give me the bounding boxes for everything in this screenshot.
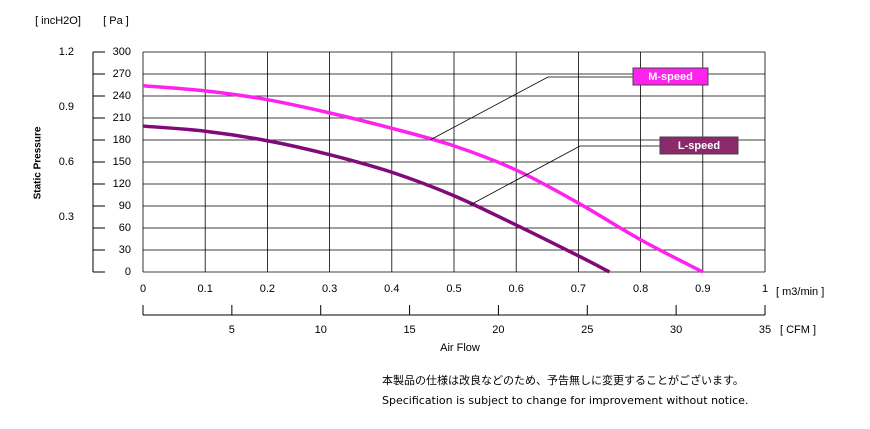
- legend-label: M-speed: [648, 71, 693, 83]
- x-tick-label: 0.2: [260, 283, 275, 295]
- legend-box: [659, 136, 739, 155]
- y-tick-label: 270: [113, 68, 131, 80]
- y-tick-label: 180: [113, 134, 131, 146]
- y2-tick-label: 1.2: [59, 46, 74, 58]
- x-tick-label: 0.9: [695, 283, 710, 295]
- series-line: [142, 124, 611, 274]
- y2-tick-label: 0.6: [59, 156, 74, 168]
- y-tick-label: 300: [113, 46, 131, 58]
- y-unit-label: [ Pa ]: [103, 15, 129, 27]
- x-tick-label: 0.1: [198, 283, 213, 295]
- x-tick-label: 0.7: [571, 283, 586, 295]
- leader-line: [429, 76, 633, 141]
- y-tick-label: 30: [119, 244, 131, 256]
- x-tick-label: 0.8: [633, 283, 648, 295]
- note-en: Specification is subject to change for i…: [382, 394, 748, 407]
- y-tick-label: 210: [113, 112, 131, 124]
- y2-unit-label: [ incH2O]: [35, 15, 81, 27]
- leader-line: [469, 145, 660, 206]
- x-unit-label: [ m3/min ]: [776, 286, 824, 298]
- x2-tick-label: 5: [229, 324, 235, 336]
- x-tick-label: 1: [762, 283, 768, 295]
- y2-tick-label: 0.3: [59, 211, 74, 223]
- legend-box: [632, 67, 709, 86]
- x-axis-label: Air Flow: [440, 342, 480, 354]
- y-tick-label: 240: [113, 90, 131, 102]
- y-tick-label: 90: [119, 200, 131, 212]
- note-ja: 本製品の仕様は改良などのため、予告無しに変更することがございます。: [382, 373, 744, 387]
- x2-unit-label: [ CFM ]: [780, 324, 816, 336]
- y-tick-label: 60: [119, 222, 131, 234]
- x2-tick-label: 10: [315, 324, 327, 336]
- legend-label: L-speed: [678, 140, 720, 152]
- x2-tick-label: 20: [492, 324, 504, 336]
- x-tick-label: 0: [140, 283, 146, 295]
- x2-tick-label: 15: [403, 324, 415, 336]
- x2-tick-label: 30: [670, 324, 682, 336]
- x2-tick-label: 35: [759, 324, 771, 336]
- x-tick-label: 0.6: [509, 283, 524, 295]
- y-tick-label: 0: [125, 266, 131, 278]
- x-tick-label: 0.3: [322, 283, 337, 295]
- x-tick-label: 0.5: [446, 283, 461, 295]
- x-tick-label: 0.4: [384, 283, 399, 295]
- y-axis-label: Static Pressure: [33, 126, 44, 199]
- x2-tick-label: 25: [581, 324, 593, 336]
- y-tick-label: 150: [113, 156, 131, 168]
- series-line: [142, 83, 704, 274]
- y-tick-label: 120: [113, 178, 131, 190]
- y2-tick-label: 0.9: [59, 101, 74, 113]
